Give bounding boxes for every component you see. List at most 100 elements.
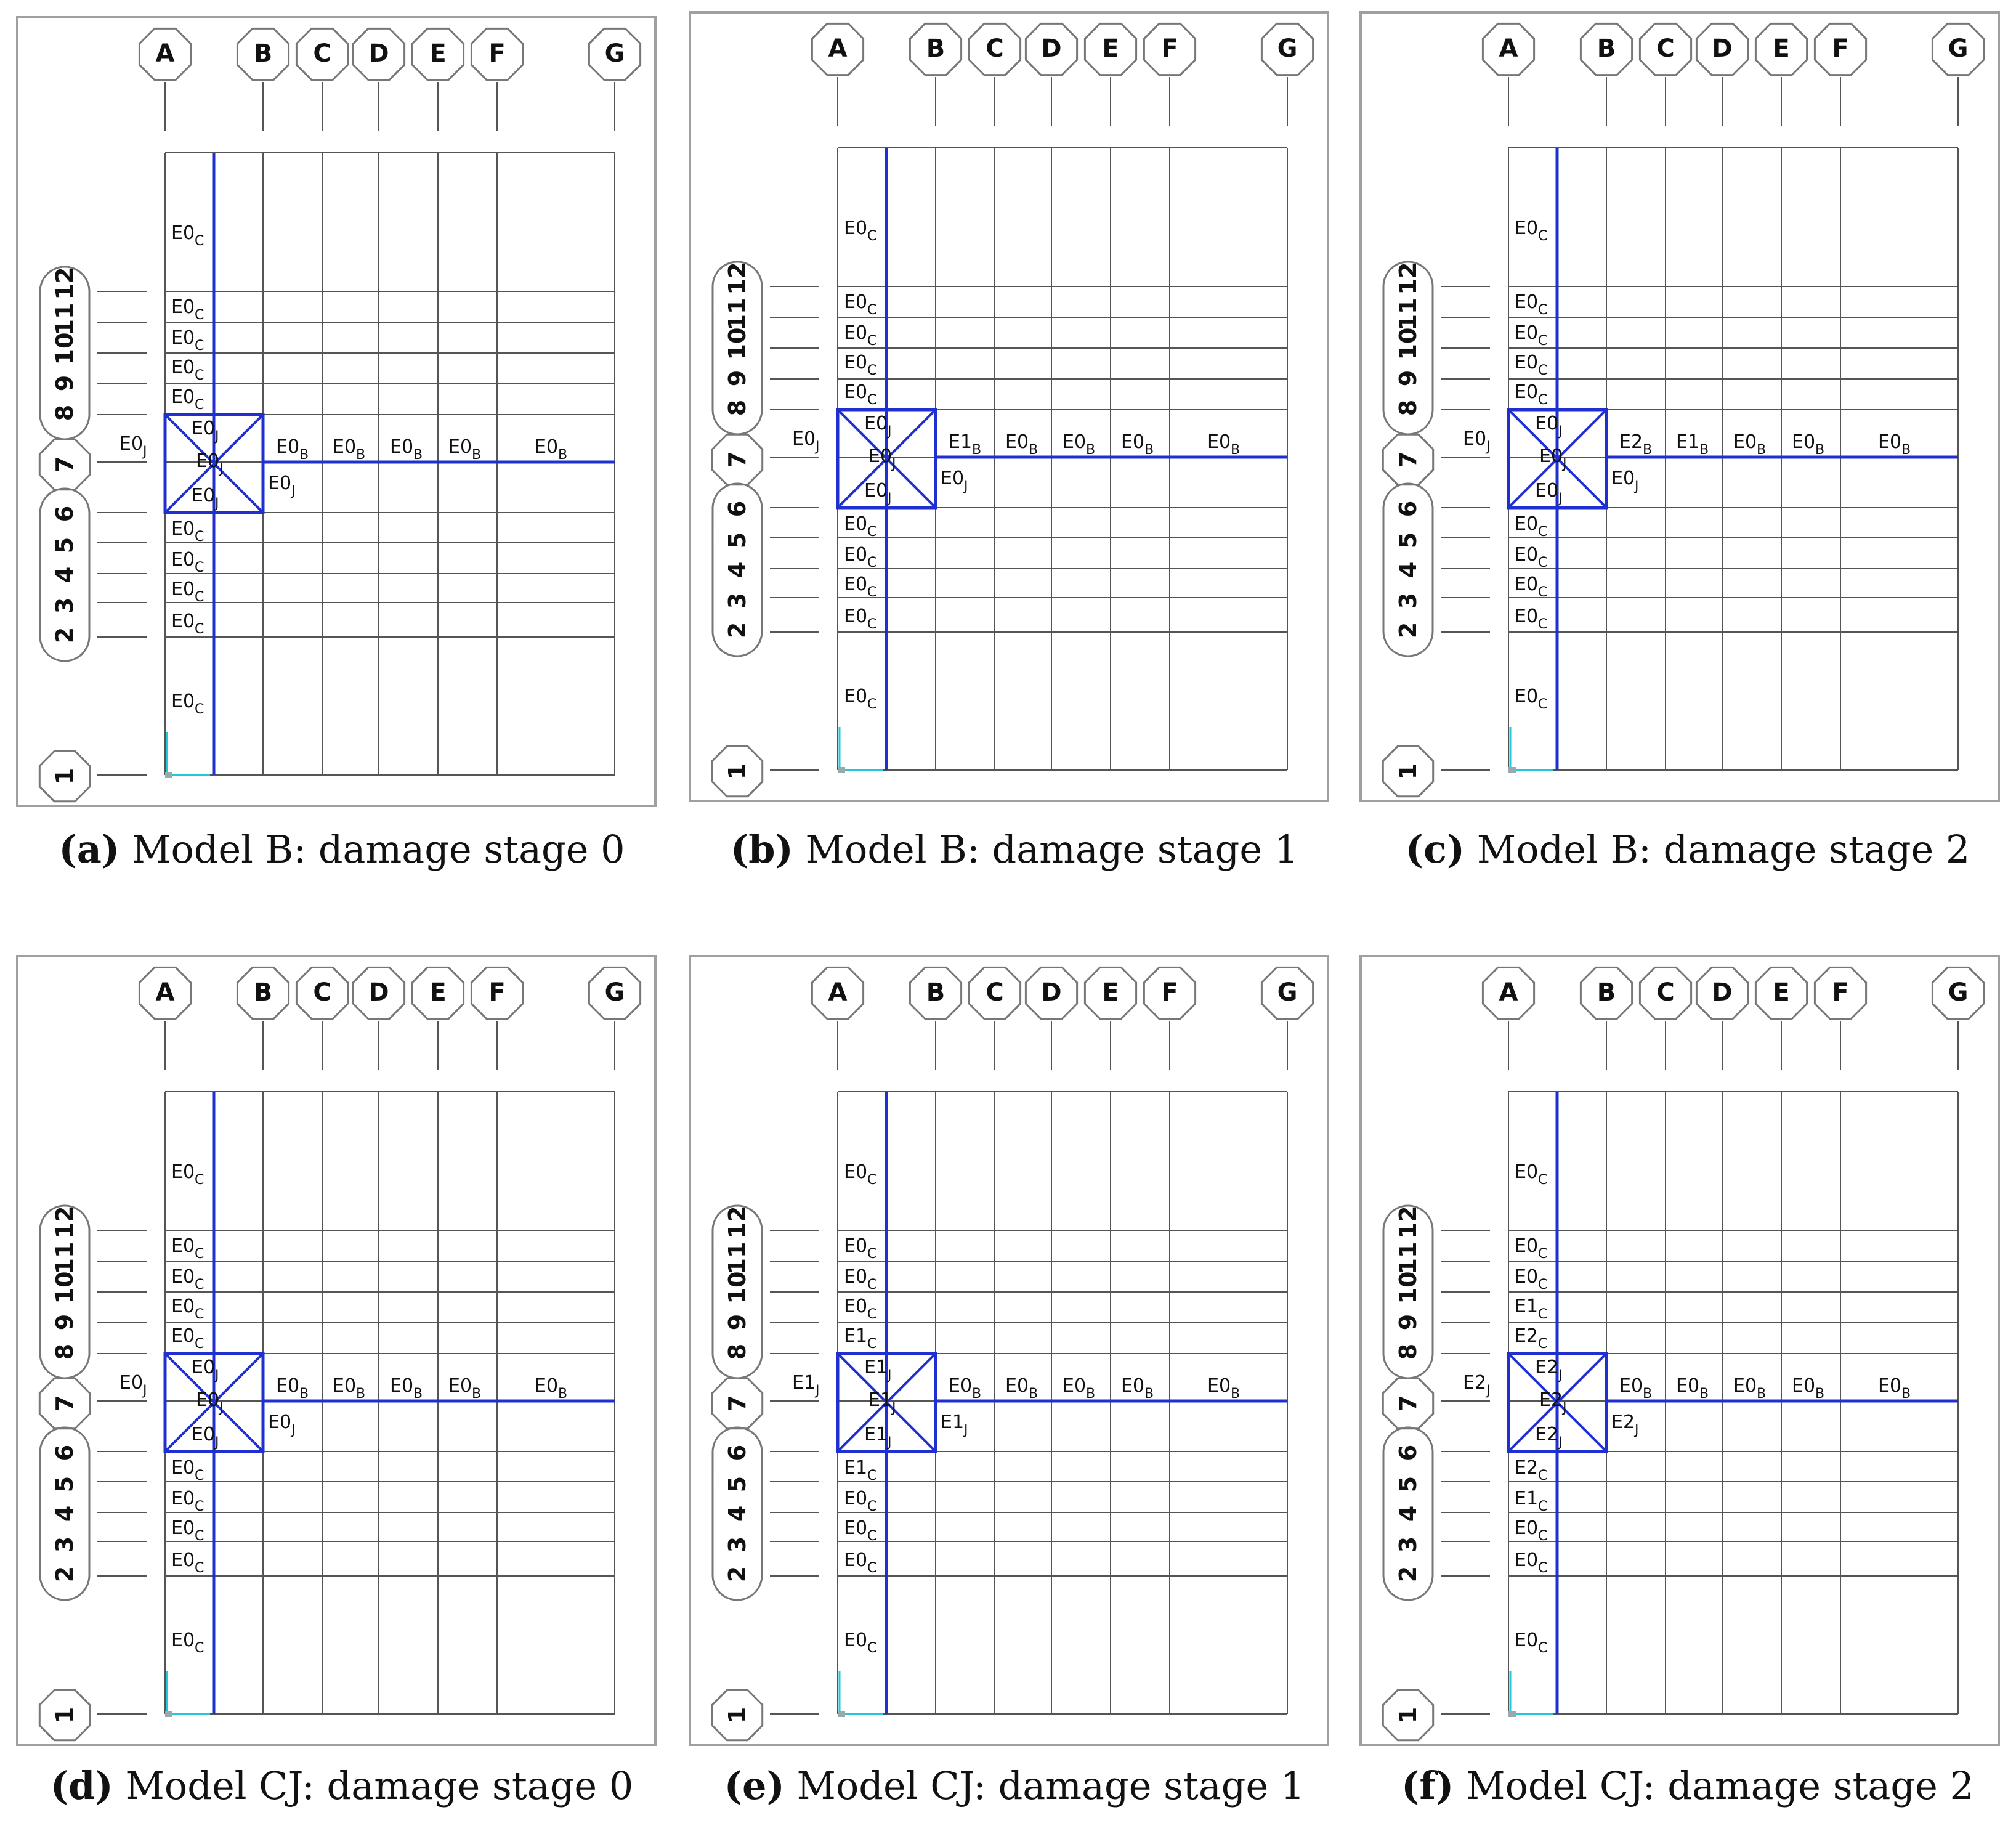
panel-frame <box>1359 955 2000 1746</box>
bubble-label: 2 <box>51 627 78 643</box>
panel-e: A B C D E F G123456789101112E0CE0CE0CE0CE1CE1J… <box>689 955 1329 1746</box>
bubble-label: D <box>368 39 389 68</box>
bubble-label: 5 <box>1395 532 1422 548</box>
joint-diagonal <box>164 413 264 514</box>
bubble-outline <box>1579 22 1633 76</box>
bubble-label: 12 <box>724 262 751 295</box>
bubble-label: B <box>254 39 273 68</box>
bubble-outline <box>411 27 465 81</box>
bubble-label: 4 <box>51 567 78 583</box>
label-column-11-12: E0C <box>171 1235 204 1262</box>
bubble-label: 8 <box>1395 1344 1422 1360</box>
bubble-label: 4 <box>51 1506 78 1522</box>
bubble-outline <box>138 966 192 1020</box>
label-beam-5: E0B <box>1878 431 1911 458</box>
bubble-label: 11 <box>1395 1242 1422 1275</box>
label-column-10-11: E0C <box>1515 322 1547 349</box>
bubble-label: 7 <box>724 1395 751 1411</box>
grid-bubble-row-3: 3 <box>724 593 819 609</box>
bubble-label: 10 <box>51 333 78 365</box>
grid-bubble-row-12: 12 <box>1395 262 1490 294</box>
bubble-label: A <box>156 39 175 68</box>
bubble-label: E <box>1773 35 1789 63</box>
label-column-3-4: E0C <box>1515 606 1547 632</box>
bubble-group-2-6 <box>39 1426 91 1601</box>
bubble-label: 2 <box>724 622 751 638</box>
bubble-label: F <box>1832 35 1848 63</box>
joint-diagonal <box>164 1352 264 1453</box>
bubble-label: B <box>254 978 273 1007</box>
bubble-outline <box>968 966 1022 1020</box>
grid-bubble-col-a: A <box>138 966 192 1070</box>
bubble-label: 5 <box>51 537 78 553</box>
bubble-label: 1 <box>51 768 78 784</box>
bubble-label: E <box>1102 978 1119 1007</box>
caption-letter: (e) <box>724 1763 785 1808</box>
label-column-3-4: E0C <box>1515 1549 1547 1576</box>
caption-letter: (c) <box>1406 827 1465 872</box>
bubble-label: F <box>488 39 505 68</box>
bubble-group-8-12 <box>39 1204 91 1379</box>
joint-box <box>1507 408 1608 510</box>
grid-bubble-row-2: 2 <box>724 1566 819 1582</box>
bubble-label: F <box>1161 35 1178 63</box>
grid-bubble-col-e: E <box>1754 22 1808 126</box>
label-joint-bottom: E0J <box>864 480 892 506</box>
grid-bubble-col-e: E <box>411 27 465 131</box>
bubble-label: B <box>926 35 945 63</box>
bubble-label: G <box>1277 978 1298 1007</box>
grid-bubble-col-g: G <box>588 27 642 131</box>
bubble-label: B <box>1597 35 1616 63</box>
bubble-outline <box>352 27 406 81</box>
label-joint-right: E0J <box>268 473 296 499</box>
bubble-label: 8 <box>724 1344 751 1360</box>
axis-origin <box>165 1711 172 1717</box>
bubble-outline <box>1695 22 1749 76</box>
grid-bubble-col-b: B <box>236 27 290 131</box>
grid-bubble-row-6: 6 <box>724 1445 819 1461</box>
bubble-label: 1 <box>724 1707 751 1723</box>
caption-d: (d) Model CJ: damage stage 0 <box>51 1763 634 1808</box>
label-column-5-6: E0C <box>171 549 204 575</box>
grid-bubble-row-10: 10 <box>1395 1272 1490 1304</box>
label-column-bottom: E0C <box>844 686 876 712</box>
bubble-label: 6 <box>1395 501 1422 517</box>
bubble-outline <box>138 27 192 81</box>
grid-bubble-row-8: 8 <box>1395 1344 1490 1360</box>
label-beam-1: E0B <box>949 1375 981 1402</box>
bubble-label: 6 <box>51 1445 78 1461</box>
label-beam-5: E0B <box>1878 1375 1911 1402</box>
bubble-label: 9 <box>724 370 751 386</box>
caption-text: Model CJ: damage stage 0 <box>113 1763 634 1808</box>
panel-d: A B C D E F G123456789101112E0CE0CE0CE0CE0CE0J… <box>16 955 657 1746</box>
label-joint-left: E0J <box>792 428 820 455</box>
caption-letter: (a) <box>59 827 119 872</box>
bubble-label: 6 <box>724 501 751 517</box>
caption-f: (f) Model CJ: damage stage 2 <box>1401 1763 1974 1808</box>
bubble-outline <box>711 1689 764 1742</box>
grid-bubble-row-7: 7 <box>38 438 147 491</box>
label-beam-1: E2B <box>1619 431 1652 458</box>
grid-bubble-col-b: B <box>1579 22 1633 126</box>
grid-bubble-row-7: 7 <box>1382 433 1490 486</box>
bubble-label: 2 <box>724 1566 751 1582</box>
grid-bubble-row-7: 7 <box>1382 1377 1490 1430</box>
bubble-outline <box>1754 22 1808 76</box>
grid-bubble-col-a: A <box>811 966 865 1070</box>
grid-bubble-row-4: 4 <box>724 562 819 578</box>
bubble-label: C <box>986 978 1003 1007</box>
panel-f: A B C D E F G123456789101112E0CE0CE0CE1CE2CE2J… <box>1359 955 2000 1746</box>
axis-origin <box>165 772 172 778</box>
label-column-4-5: E0C <box>171 1517 204 1544</box>
grid-bubble-col-g: G <box>588 966 642 1070</box>
grid-bubble-row-4: 4 <box>51 1506 147 1522</box>
bubble-outline <box>1579 966 1633 1020</box>
grid-bubble-col-f: F <box>1143 22 1197 126</box>
grid-bubble-row-12: 12 <box>51 1206 147 1238</box>
caption-text: Model B: damage stage 2 <box>1465 827 1970 872</box>
bubble-label: 3 <box>1395 1537 1422 1553</box>
bubble-label: 12 <box>724 1206 751 1239</box>
label-joint-right: E1J <box>941 1411 968 1438</box>
label-column-11-12: E0C <box>844 1235 876 1262</box>
grid-bubble-row-9: 9 <box>724 370 819 386</box>
